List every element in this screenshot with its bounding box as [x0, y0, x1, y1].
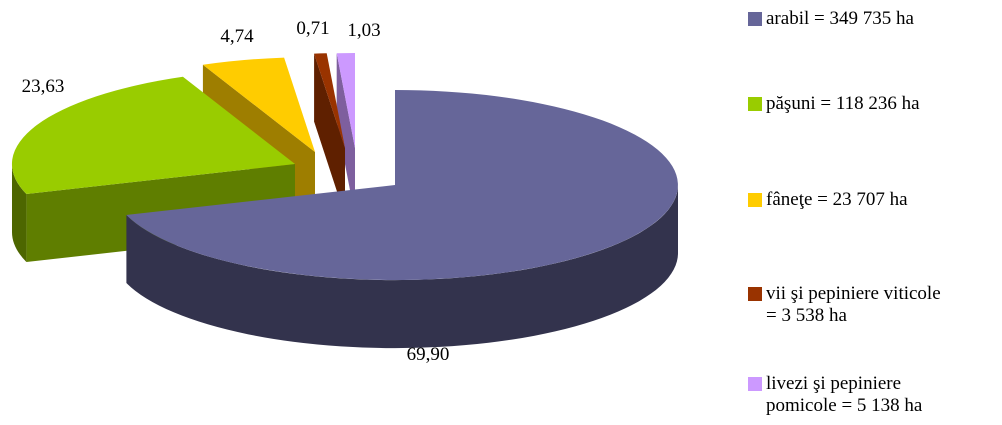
legend-swatch-fanete: [748, 193, 762, 207]
data-label-1: 23,63: [22, 76, 65, 97]
slice-0: [126, 90, 679, 349]
legend-label-arabil: arabil = 349 735 ha: [766, 8, 914, 29]
slice-4-top: [336, 53, 355, 148]
legend-label-livezi: livezi şi pepiniere pomicole = 5 138 ha: [766, 373, 923, 416]
legend-swatch-vii: [748, 287, 762, 301]
legend-label-vii: vii şi pepiniere viticole = 3 538 ha: [766, 283, 941, 326]
slice-3-top: [314, 53, 345, 149]
data-label-0: 69,90: [407, 344, 450, 365]
slice-1-rim: [11, 164, 27, 262]
slice-4: [336, 53, 355, 217]
legend-label-pasuni: păşuni = 118 236 ha: [766, 93, 920, 114]
legend-label-fanete: fâneţe = 23 707 ha: [766, 189, 908, 210]
legend-item-vii: vii şi pepiniere viticole = 3 538 ha: [748, 283, 941, 327]
legend-item-pasuni: păşuni = 118 236 ha: [748, 93, 920, 115]
data-label-2: 4,74: [220, 26, 254, 47]
slice-4-wall-start: [336, 53, 355, 217]
legend-swatch-livezi: [748, 377, 762, 391]
slice-3: [314, 53, 345, 216]
slice-2-top: [202, 57, 315, 152]
chart-legend: arabil = 349 735 ha păşuni = 118 236 ha …: [748, 0, 998, 425]
slice-0-rim: [126, 185, 679, 349]
legend-item-fanete: fâneţe = 23 707 ha: [748, 189, 908, 211]
legend-item-livezi: livezi şi pepiniere pomicole = 5 138 ha: [748, 373, 922, 417]
legend-swatch-pasuni: [748, 97, 762, 111]
slice-1-top: [11, 76, 295, 194]
legend-swatch-arabil: [748, 12, 762, 26]
data-label-4: 1,03: [347, 20, 380, 41]
slice-3-wall-start: [314, 53, 345, 216]
data-label-3: 0,71: [296, 18, 329, 39]
slice-0-top: [126, 90, 678, 280]
legend-item-arabil: arabil = 349 735 ha: [748, 8, 914, 30]
